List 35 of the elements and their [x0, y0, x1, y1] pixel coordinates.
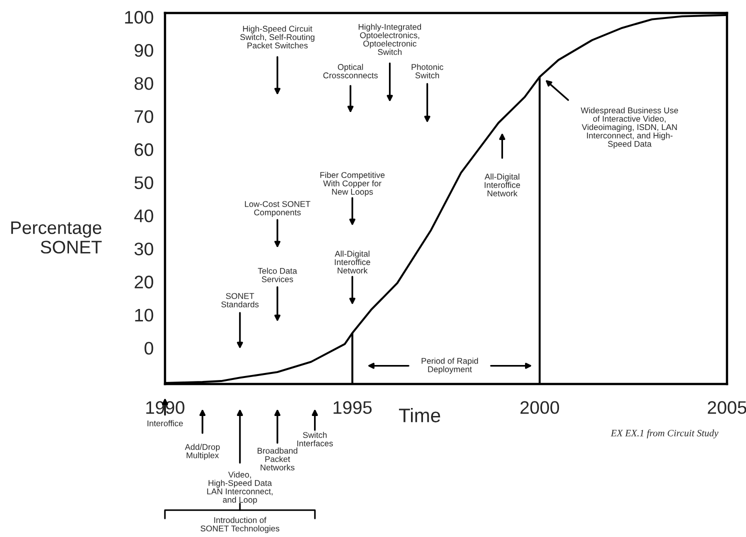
text: Introduction of SONET Technologies	[200, 516, 280, 534]
text: Broadband Packet Networks	[258, 448, 298, 470]
text: Interoffice	[148, 420, 183, 426]
y-tick-label: 20	[134, 276, 154, 288]
y-tick-label: 100	[125, 10, 154, 24]
y-tick-label: 90	[134, 44, 154, 57]
annotation: Optical Crossconnects	[323, 64, 378, 78]
text: Video, High-Speed Data LAN Interconnect, and Loop	[207, 471, 273, 504]
y-axis-title: Percentage SONET	[11, 221, 102, 254]
y-tick-label: 10	[135, 308, 154, 322]
y-tick-label: 40	[134, 209, 154, 222]
annotation: Low-Cost SONET Components	[244, 201, 310, 217]
text: EX EX.1 from Circuit Study	[610, 429, 718, 438]
y-tick-label: 30	[134, 242, 154, 256]
annotation: All-Digital Interoffice Network	[484, 174, 520, 196]
x-tick-label: 2005	[708, 401, 746, 414]
annotation: All-Digital Interoffice Network	[334, 250, 370, 274]
text: Switch Interfaces	[297, 432, 333, 446]
x-axis-title: Time	[398, 408, 440, 422]
annotation: Widespread Business Use of Interactive Video, Videoimaging, ISDN, LAN Interconnect, and High- Speed Data	[580, 107, 678, 148]
y-tick-label: 0	[144, 342, 154, 355]
annotation: SONET Standards	[221, 293, 259, 308]
annotation: Period of Rapid Deployment	[422, 358, 478, 374]
x-tick-label: 1995	[334, 401, 372, 414]
y-tick-label: 50	[134, 176, 154, 190]
x-tick-label: 2000	[520, 401, 560, 414]
y-tick-label: 60	[134, 143, 154, 156]
annotation: Fiber Competitive With Copper for New Loops	[320, 172, 385, 196]
y-tick-label: 80	[134, 77, 154, 90]
y-tick-label: 70	[134, 110, 154, 123]
annotation: Highly-Integrated Optoelectronics, Optoelectronic Switch	[358, 24, 421, 55]
annotation: High-Speed Circuit Switch, Self-Routing Packet Switches	[240, 26, 314, 48]
text: Add/Drop Multiplex	[184, 444, 220, 460]
annotation: Telco Data Services	[258, 268, 298, 282]
annotation: Photonic Switch	[412, 64, 444, 78]
